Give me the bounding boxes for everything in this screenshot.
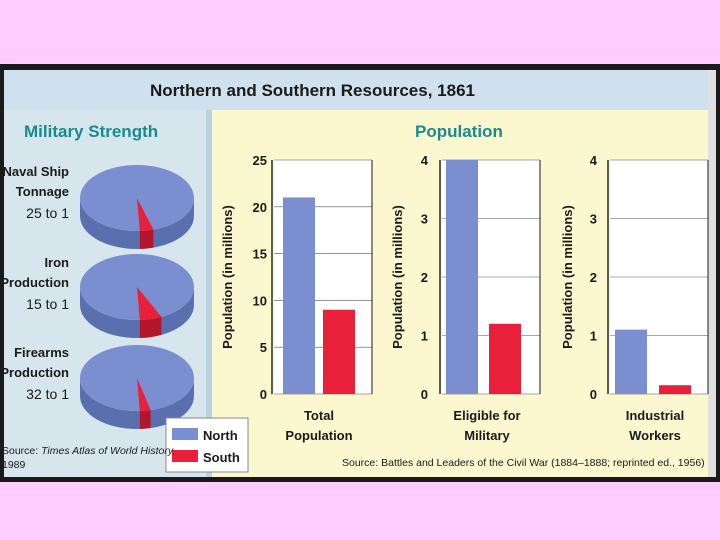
category-label: Eligible for xyxy=(453,408,520,423)
military-source-line2: 1989 xyxy=(2,459,26,471)
pie-label-iron: Iron Production 15 to 1 xyxy=(0,255,69,312)
y-axis-label: Population (in millions) xyxy=(560,205,575,349)
pie-firearms-production xyxy=(80,345,194,429)
military-source-line1: Source: Times Atlas of World History, xyxy=(2,445,175,457)
pie-slice-south xyxy=(137,287,162,320)
pie-title-naval-line2: Tonnage xyxy=(16,184,69,199)
pie-title-firearms-line2: Production xyxy=(0,365,69,380)
legend-label-south: South xyxy=(203,450,240,465)
military-source-prefix: Source: xyxy=(2,445,38,457)
pie-title-iron-line1: Iron xyxy=(44,255,69,270)
resources-figure: Northern and Southern Resources, 1861 Mi… xyxy=(0,64,720,482)
pie-slice-south xyxy=(137,378,151,411)
bar-south xyxy=(659,385,691,394)
pie-label-naval: Naval Ship Tonnage 25 to 1 xyxy=(3,164,70,221)
bar-chart-total-population: 0 5 10 15 20 25 Population (in millions) Total P… xyxy=(220,153,373,443)
pie-side-south xyxy=(139,316,162,338)
pie-side-south xyxy=(139,410,151,429)
pie-title-firearms-line1: Firearms xyxy=(14,345,69,360)
pie-side-north xyxy=(80,198,194,249)
bar-chart-industrial-workers: 0 1 2 3 4 Population (in millions) Industrial W… xyxy=(560,153,709,443)
legend-swatch-south xyxy=(172,450,198,462)
pie-naval-tonnage xyxy=(80,165,194,249)
legend: North South xyxy=(165,417,249,473)
y-tick-label: 3 xyxy=(421,212,428,227)
y-tick-label: 0 xyxy=(260,387,267,402)
figure-title: Northern and Southern Resources, 1861 xyxy=(150,81,475,100)
pie-side-south xyxy=(139,229,154,249)
bar-south xyxy=(323,309,355,394)
category-label: Total xyxy=(304,408,334,423)
figure-svg: Northern and Southern Resources, 1861 Mi… xyxy=(0,64,720,482)
y-tick-label: 15 xyxy=(253,247,267,262)
panel-divider xyxy=(206,110,212,477)
bar-north xyxy=(283,197,315,394)
y-axis-label: Population (in millions) xyxy=(390,205,405,349)
bar-north xyxy=(446,160,478,394)
category-label: Industrial xyxy=(626,408,685,423)
category-label: Population xyxy=(285,428,352,443)
military-source-title: Times Atlas of World History, xyxy=(41,445,175,457)
category-label: Workers xyxy=(629,428,681,443)
pie-title-iron-line2: Production xyxy=(0,275,69,290)
category-label: Military xyxy=(464,428,510,443)
y-tick-label: 5 xyxy=(260,340,267,355)
y-tick-label: 2 xyxy=(421,270,428,285)
bar-north xyxy=(615,329,647,394)
y-tick-label: 0 xyxy=(421,387,428,402)
y-tick-label: 4 xyxy=(421,153,429,168)
y-tick-label: 4 xyxy=(590,153,598,168)
y-tick-label: 10 xyxy=(253,293,267,308)
pie-ratio-firearms: 32 to 1 xyxy=(26,386,69,402)
y-tick-label: 1 xyxy=(590,329,597,344)
pie-ratio-naval: 25 to 1 xyxy=(26,205,69,221)
pie-ratio-iron: 15 to 1 xyxy=(26,296,69,312)
legend-label-north: North xyxy=(203,428,238,443)
pie-label-firearms: Firearms Production 32 to 1 xyxy=(0,345,69,402)
pie-title-naval-line1: Naval Ship xyxy=(3,164,70,179)
bar-chart-eligible-military: 0 1 2 3 4 Population (in millions) Eligible fo… xyxy=(390,153,541,443)
right-edge-band xyxy=(708,70,716,477)
y-tick-label: 20 xyxy=(253,200,267,215)
y-tick-label: 1 xyxy=(421,329,428,344)
bar-south xyxy=(489,323,521,394)
military-source-year: 1989 xyxy=(2,459,26,471)
legend-box xyxy=(165,417,249,473)
title-bar xyxy=(4,70,715,110)
pie-slice-south xyxy=(137,198,154,231)
population-source: Source: Battles and Leaders of the Civil… xyxy=(342,457,705,469)
population-heading: Population xyxy=(415,122,503,141)
y-tick-label: 25 xyxy=(253,153,267,168)
pie-side-north xyxy=(80,378,194,429)
y-tick-label: 0 xyxy=(590,387,597,402)
military-heading: Military Strength xyxy=(24,122,158,141)
y-axis-label: Population (in millions) xyxy=(220,205,235,349)
y-tick-label: 2 xyxy=(590,270,597,285)
y-tick-label: 3 xyxy=(590,212,597,227)
pie-side-north xyxy=(80,287,194,338)
pie-iron-production xyxy=(80,254,194,338)
legend-swatch-north xyxy=(172,428,198,440)
